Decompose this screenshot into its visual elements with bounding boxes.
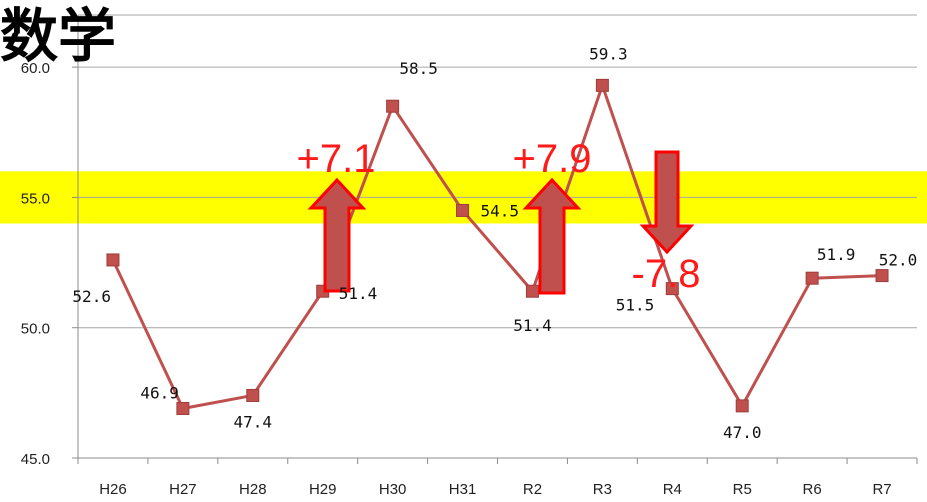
y-tick-label: 55.0: [21, 190, 50, 207]
x-tick-label: R3: [593, 481, 612, 498]
data-label: 51.4: [513, 316, 552, 335]
annotation-labels: +7.1 +7.9 -7.8: [297, 137, 701, 296]
x-tick-label: H30: [379, 481, 407, 498]
data-label: 47.4: [234, 412, 273, 431]
y-tick-label: 50.0: [21, 321, 50, 338]
annotation-delta: -7.8: [632, 252, 701, 296]
arrow-down-icon: [639, 150, 695, 255]
data-label: 52.6: [72, 287, 111, 306]
data-point: [735, 399, 749, 413]
data-label: 59.3: [589, 44, 628, 63]
data-point: [875, 269, 889, 283]
data-label: 52.0: [879, 251, 918, 270]
data-markers: [106, 78, 889, 415]
gridlines: [78, 14, 917, 329]
series-line: [111, 83, 883, 410]
data-label: 58.5: [399, 59, 438, 78]
series-polyline: [111, 83, 883, 410]
x-tick-labels: H26 H27 H28 H29 H30 H31 R2 R3 R4 R5 R6 R7: [99, 481, 891, 498]
annotation-arrows: [307, 150, 695, 295]
data-labels: 52.6 46.9 47.4 51.4 58.5 54.5 51.4 59.3 51.5 47.0…: [72, 44, 917, 442]
data-point: [456, 203, 470, 217]
x-tick-label: R7: [872, 481, 891, 498]
data-point: [246, 388, 260, 402]
data-point: [665, 282, 679, 296]
data-point: [386, 99, 400, 113]
x-tick-label: H29: [309, 481, 337, 498]
x-tick-label: R4: [663, 481, 682, 498]
x-tick-label: R2: [523, 481, 542, 498]
x-tick-label: H26: [99, 481, 127, 498]
y-tick-label: 60.0: [21, 60, 50, 77]
x-tick-label: H27: [169, 481, 197, 498]
arrow-up-icon: [307, 177, 367, 293]
data-point: [595, 78, 609, 92]
annotation-delta: +7.1: [297, 137, 376, 181]
arrow-up-icon: [522, 177, 582, 295]
data-label: 51.4: [339, 284, 378, 303]
data-label: 54.5: [481, 201, 520, 220]
data-point: [525, 284, 539, 298]
data-label: 51.9: [817, 245, 856, 264]
x-tick-label: H31: [449, 481, 477, 498]
data-point: [176, 401, 190, 415]
data-point: [106, 253, 120, 267]
axes: [72, 15, 918, 464]
y-tick-label: 45.0: [21, 451, 50, 468]
x-tick-label: H28: [239, 481, 267, 498]
x-tick-label: R5: [733, 481, 752, 498]
chart-title: 数学: [0, 2, 116, 70]
data-label: 46.9: [140, 383, 179, 402]
y-tick-labels: 45.0 50.0 55.0 60.0: [21, 60, 50, 468]
data-label: 47.0: [723, 423, 762, 442]
x-tick-label: R6: [803, 481, 822, 498]
data-label: 51.5: [616, 296, 655, 315]
annotation-delta: +7.9: [513, 137, 592, 181]
data-point: [805, 271, 819, 285]
